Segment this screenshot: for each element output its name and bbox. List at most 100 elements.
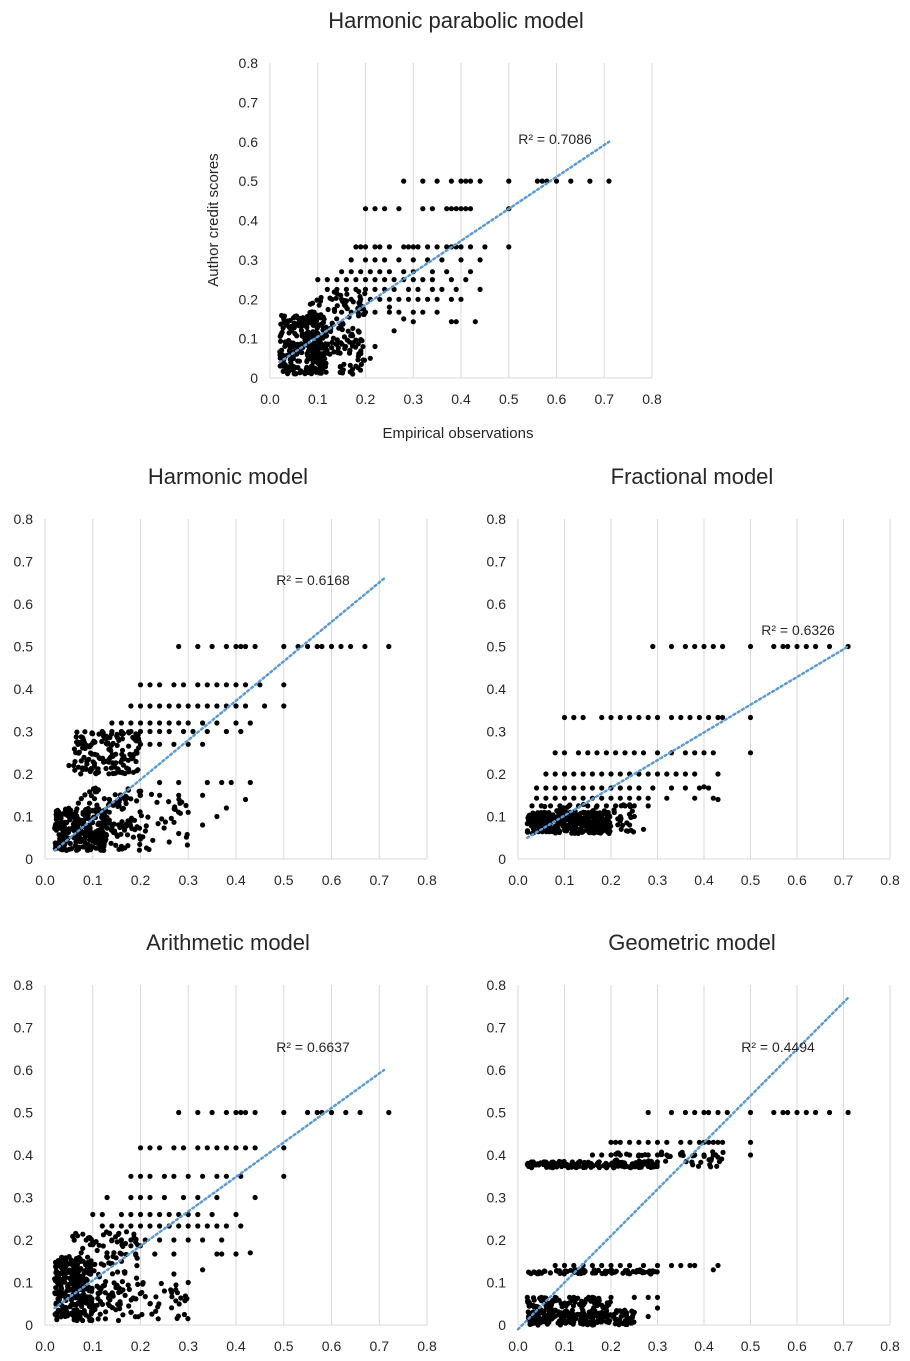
data-point: [75, 739, 81, 745]
data-point: [122, 1292, 128, 1298]
data-point: [56, 821, 63, 827]
data-point: [324, 277, 330, 283]
data-point: [72, 767, 78, 773]
data-point: [94, 802, 100, 808]
data-point: [204, 1223, 210, 1229]
data-point: [195, 1211, 201, 1218]
data-point: [541, 809, 547, 815]
data-point: [307, 311, 313, 317]
data-point: [113, 842, 119, 848]
data-point: [710, 1267, 716, 1273]
data-point: [285, 371, 291, 377]
data-point: [122, 795, 128, 801]
data-point: [551, 1163, 558, 1169]
data-point: [317, 298, 324, 304]
data-point: [420, 309, 426, 315]
data-point: [562, 827, 568, 833]
data-point: [112, 764, 118, 770]
data-point: [137, 728, 144, 735]
data-point: [114, 832, 120, 838]
data-point: [654, 1262, 661, 1269]
data-point: [128, 1297, 134, 1303]
data-point: [169, 1289, 175, 1296]
data-point: [295, 365, 301, 371]
data-point: [415, 286, 421, 292]
data-point: [628, 1317, 634, 1323]
data-point: [329, 320, 335, 326]
data-point: [85, 847, 91, 853]
data-point: [119, 751, 125, 757]
data-point: [135, 1314, 141, 1320]
data-point: [420, 206, 426, 212]
data-point: [60, 828, 66, 834]
data-point: [606, 1312, 612, 1318]
data-point: [101, 818, 107, 824]
y-tick-label: 0.8: [14, 511, 34, 527]
data-point: [157, 720, 163, 726]
data-point: [94, 1247, 100, 1254]
data-point: [166, 839, 172, 845]
scatter-points: [277, 178, 612, 377]
data-point: [348, 643, 354, 650]
data-point: [214, 1194, 220, 1201]
data-point: [747, 1139, 754, 1145]
r-squared-label: R² = 0.6168: [276, 572, 350, 588]
data-point: [382, 257, 388, 263]
data-point: [111, 1280, 117, 1286]
data-point: [64, 1309, 70, 1315]
data-point: [813, 1109, 819, 1116]
chart-panel-1: 0.0 0.1 0.2 0.3 0.4 0.5 0.6 0.7 0.8 0 0.1 0.2 0.3 0.4…: [205, 8, 662, 442]
data-point: [317, 359, 323, 365]
data-point: [477, 178, 483, 184]
data-point: [304, 324, 310, 330]
data-point: [338, 292, 344, 298]
data-point: [571, 829, 577, 835]
data-point: [453, 286, 459, 292]
data-point: [104, 825, 110, 831]
data-point: [115, 803, 121, 810]
data-point: [785, 643, 791, 650]
data-point: [66, 846, 72, 852]
data-point: [153, 1308, 159, 1314]
trendline: [278, 140, 611, 364]
data-point: [353, 363, 359, 369]
data-point: [104, 1250, 110, 1256]
data-point: [589, 1152, 596, 1158]
trendline: [53, 1068, 386, 1310]
data-point: [78, 1250, 84, 1256]
data-point: [594, 750, 600, 756]
r-squared-label: R² = 0.4494: [741, 1039, 815, 1055]
y-axis-label: Author credit scores: [205, 153, 222, 286]
data-point: [582, 1268, 588, 1275]
r-squared-label: R² = 0.7086: [518, 131, 592, 147]
data-point: [612, 1269, 618, 1275]
data-point: [118, 1237, 124, 1243]
data-point: [128, 1309, 134, 1315]
data-point: [710, 750, 716, 756]
data-point: [720, 714, 726, 721]
data-point: [315, 323, 321, 329]
data-point: [627, 1262, 633, 1269]
data-point: [76, 750, 82, 756]
data-point: [133, 1251, 139, 1257]
data-point: [344, 291, 350, 297]
data-point: [179, 799, 185, 805]
y-tick-label: 0.5: [14, 639, 34, 655]
data-point: [634, 1163, 640, 1169]
data-point: [195, 1194, 201, 1201]
data-point: [242, 682, 249, 688]
x-tick-label: 0.1: [308, 391, 328, 407]
data-point: [178, 1295, 184, 1301]
x-tick-label: 0.6: [322, 872, 342, 888]
data-point: [747, 643, 754, 650]
data-point: [115, 1317, 122, 1324]
data-point: [53, 1300, 59, 1306]
data-point: [180, 1194, 187, 1201]
data-point: [654, 771, 661, 777]
data-point: [382, 277, 388, 283]
data-point: [137, 720, 144, 726]
data-point: [328, 643, 335, 650]
data-point: [316, 302, 322, 308]
data-point: [330, 335, 336, 341]
